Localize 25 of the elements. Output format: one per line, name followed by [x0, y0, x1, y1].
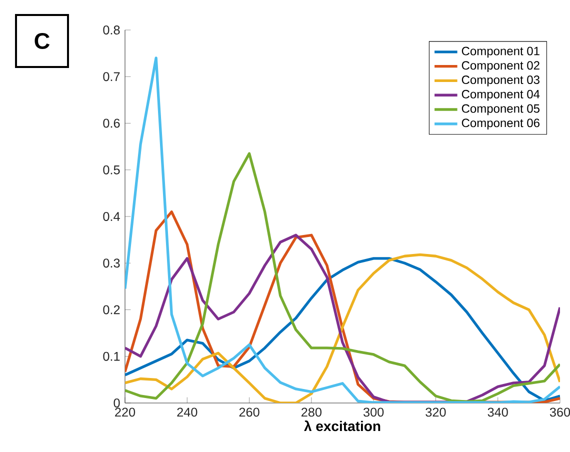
x-tick-label: 280: [301, 408, 322, 417]
y-tick-label: 0.7: [103, 72, 120, 82]
y-tick-label: 0.1: [103, 352, 120, 361]
x-tick-label: 320: [426, 408, 446, 417]
legend-label: Component 06: [462, 118, 540, 130]
legend-label: Component 03: [462, 76, 540, 86]
legend-label: Component 01: [462, 46, 540, 58]
y-tick-label: 0: [114, 398, 120, 408]
x-axis-title: λ excitation: [304, 420, 380, 432]
y-tick-label: 0.8: [103, 26, 120, 34]
x-tick-label: 340: [488, 408, 508, 417]
text: C: [34, 32, 50, 50]
legend-label: Component 04: [462, 90, 540, 101]
y-tick-label: 0.2: [103, 305, 120, 314]
y-tick-label: 0.5: [103, 165, 120, 174]
legend-label: Component 02: [462, 61, 540, 72]
x-tick-label: 220: [115, 408, 136, 417]
x-tick-label: 300: [363, 408, 384, 417]
y-tick-label: 0.4: [103, 212, 120, 221]
legend-label: Component 05: [462, 104, 540, 116]
x-tick-label: 360: [550, 408, 570, 417]
x-tick-label: 240: [177, 408, 198, 417]
y-tick-label: 0.3: [103, 258, 120, 268]
x-tick-label: 260: [239, 408, 260, 417]
y-tick-label: 0.6: [103, 118, 120, 128]
